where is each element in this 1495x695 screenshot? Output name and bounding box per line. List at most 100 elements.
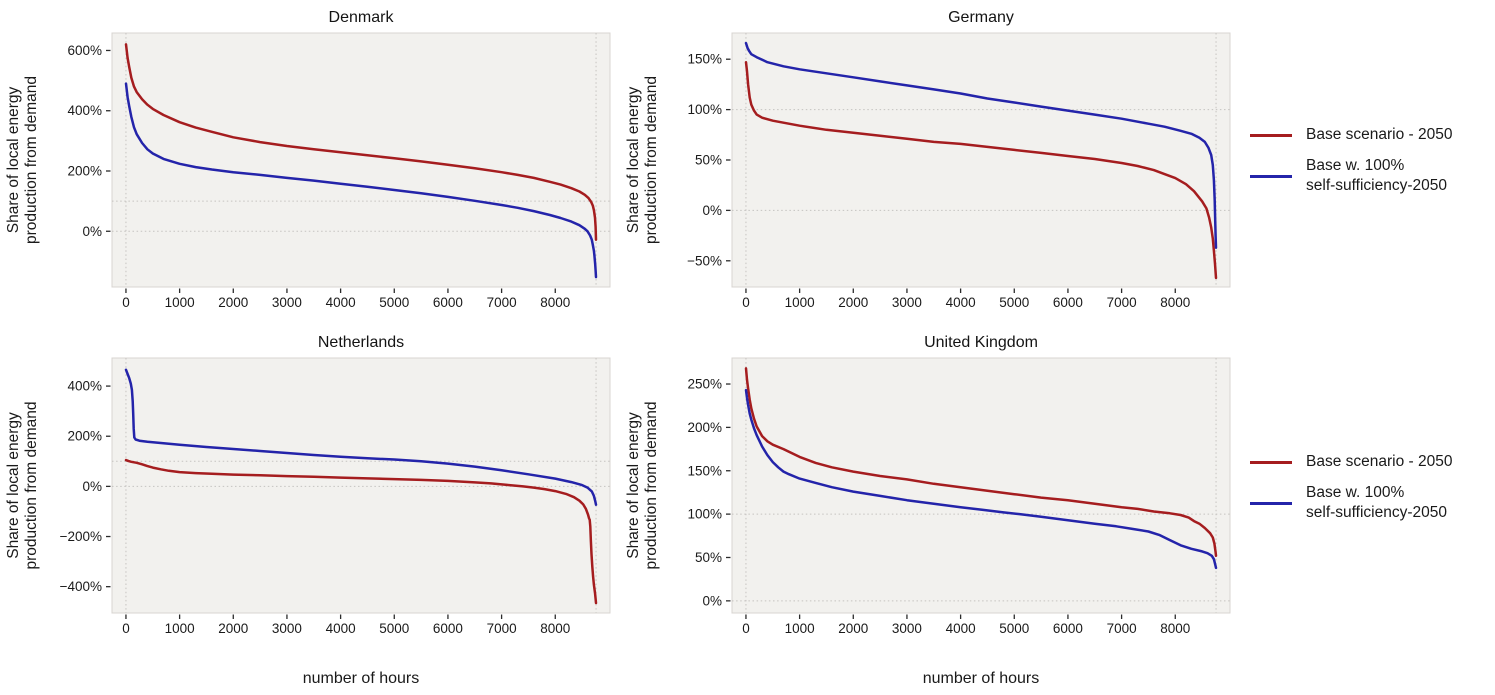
legend-line-blue-icon	[1250, 174, 1292, 178]
y-axis-tick-label: 250%	[687, 377, 722, 392]
legend-bottom: Base scenario - 2050 Base w. 100% self-s…	[1240, 330, 1495, 695]
x-axis-tick-label: 2000	[218, 295, 248, 310]
y-axis: 150% 100% 50% 0% −50%	[687, 52, 731, 268]
chart-netherlands: 0 1000 2000 3000 4000 5000 6000 7000 8000 400% 200…	[0, 330, 620, 695]
x-axis-tick-label: 6000	[1053, 621, 1083, 636]
legend-entry-base-scenario: Base scenario - 2050	[1250, 452, 1495, 472]
series-line-base-scenario-2050	[124, 43, 598, 241]
chart-svg-denmark: 0 1000 2000 3000 4000 5000 6000 7000 8000 600% 400…	[5, 9, 611, 310]
y-axis-tick-label: 150%	[687, 463, 722, 478]
x-axis-tick-label: 8000	[540, 295, 570, 310]
x-axis-tick-label: 2000	[838, 295, 868, 310]
y-axis-tick-label: 400%	[67, 379, 102, 394]
chart-svg-germany: 0 1000 2000 3000 4000 5000 6000 7000 8000 150% 100…	[625, 9, 1231, 310]
y-axis-tick-label: 200%	[67, 163, 102, 178]
chart-germany: 0 1000 2000 3000 4000 5000 6000 7000 8000 150% 100…	[620, 0, 1240, 330]
chart-svg-united-kingdom: 0 1000 2000 3000 4000 5000 6000 7000 8000 250% 200…	[625, 334, 1231, 687]
x-axis: 0 1000 2000 3000 4000 5000 6000 7000 8000	[742, 614, 1190, 636]
y-axis-tick-label: 150%	[687, 52, 722, 67]
x-axis-tick-label: 7000	[1107, 621, 1137, 636]
x-axis: 0 1000 2000 3000 4000 5000 6000 7000 8000	[122, 614, 570, 636]
y-axis: 600% 400% 200% 0%	[67, 43, 111, 239]
x-axis-tick-label: 3000	[892, 621, 922, 636]
x-axis-tick-label: 5000	[999, 295, 1029, 310]
x-axis-tick-label: 5000	[379, 621, 409, 636]
legend-label: Base w. 100% self-sufficiency-2050	[1306, 157, 1448, 194]
x-axis-tick-label: 4000	[946, 621, 976, 636]
y-axis-label: production from demand	[643, 401, 660, 569]
legend-label: Base scenario - 2050	[1306, 126, 1453, 143]
reference-gridlines	[732, 358, 1230, 613]
x-axis-tick-label: 7000	[487, 621, 517, 636]
y-axis-label: Share of local energy	[5, 412, 22, 559]
x-axis-tick-label: 7000	[487, 295, 517, 310]
x-axis-tick-label: 4000	[946, 295, 976, 310]
legend-entry-self-sufficiency: Base w. 100% self-sufficiency-2050	[1250, 156, 1495, 196]
x-axis-label: number of hours	[923, 670, 1040, 687]
chart-united-kingdom: 0 1000 2000 3000 4000 5000 6000 7000 8000 250% 200…	[620, 330, 1240, 695]
x-axis-tick-label: 8000	[1160, 621, 1190, 636]
x-axis-tick-label: 3000	[272, 295, 302, 310]
x-axis-tick-label: 6000	[1053, 295, 1083, 310]
y-axis-tick-label: 50%	[695, 153, 722, 168]
chart-denmark: 0 1000 2000 3000 4000 5000 6000 7000 8000 600% 400…	[0, 0, 620, 330]
panel-title: United Kingdom	[924, 334, 1038, 351]
series-line-base-scenario-2050	[744, 367, 1218, 558]
y-axis-tick-label: 0%	[82, 224, 102, 239]
x-axis-tick-label: 0	[742, 295, 750, 310]
series-line-base-w-100-self-sufficiency-2050	[124, 82, 598, 279]
panel-title: Denmark	[329, 9, 395, 26]
x-axis-tick-label: 2000	[838, 621, 868, 636]
y-axis-tick-label: 600%	[67, 43, 102, 58]
x-axis-tick-label: 5000	[999, 621, 1029, 636]
x-axis-tick-label: 2000	[218, 621, 248, 636]
y-axis-label: Share of local energy	[625, 87, 642, 234]
x-axis: 0 1000 2000 3000 4000 5000 6000 7000 8000	[742, 288, 1190, 310]
y-axis: 400% 200% 0% −200% −400%	[60, 379, 111, 594]
y-axis-tick-label: −400%	[60, 579, 102, 594]
legend-label: Base w. 100% self-sufficiency-2050	[1306, 484, 1448, 521]
y-axis-label: production from demand	[23, 401, 40, 569]
y-axis-label: production from demand	[23, 76, 40, 244]
x-axis-tick-label: 1000	[785, 295, 815, 310]
reference-gridlines	[112, 33, 610, 287]
x-axis-tick-label: 4000	[326, 295, 356, 310]
y-axis-tick-label: 100%	[687, 102, 722, 117]
x-axis: 0 1000 2000 3000 4000 5000 6000 7000 8000	[122, 288, 570, 310]
y-axis-tick-label: 0%	[702, 203, 722, 218]
x-axis-tick-label: 5000	[379, 295, 409, 310]
x-axis-tick-label: 8000	[1160, 295, 1190, 310]
x-axis-tick-label: 1000	[165, 295, 195, 310]
legend-entry-base-scenario: Base scenario - 2050	[1250, 125, 1495, 145]
x-axis-tick-label: 0	[122, 621, 130, 636]
series-line-base-w-100-self-sufficiency-2050	[744, 41, 1218, 249]
y-axis-tick-label: 0%	[702, 593, 722, 608]
reference-gridlines	[732, 33, 1230, 287]
y-axis-tick-label: −50%	[687, 253, 722, 268]
x-axis-tick-label: 7000	[1107, 295, 1137, 310]
x-axis-tick-label: 3000	[892, 295, 922, 310]
y-axis-label: production from demand	[643, 76, 660, 244]
y-axis-tick-label: −200%	[60, 529, 102, 544]
x-axis-tick-label: 6000	[433, 621, 463, 636]
panel-title: Germany	[948, 9, 1014, 26]
legend-line-red-icon	[1250, 460, 1292, 464]
y-axis: 250% 200% 150% 100% 50% 0%	[687, 377, 731, 608]
x-axis-tick-label: 0	[742, 621, 750, 636]
panel-background	[111, 32, 611, 288]
x-axis-label: number of hours	[303, 670, 420, 687]
legend-entry-self-sufficiency: Base w. 100% self-sufficiency-2050	[1250, 483, 1495, 523]
panel-background	[731, 357, 1231, 614]
legend-label: Base scenario - 2050	[1306, 453, 1453, 470]
series-line-base-scenario-2050	[744, 60, 1218, 280]
legend-line-blue-icon	[1250, 501, 1292, 505]
y-axis-tick-label: 100%	[687, 507, 722, 522]
panel-background	[111, 357, 611, 614]
chart-svg-netherlands: 0 1000 2000 3000 4000 5000 6000 7000 8000 400% 200…	[5, 334, 611, 687]
y-axis-tick-label: 50%	[695, 550, 722, 565]
x-axis-tick-label: 4000	[326, 621, 356, 636]
y-axis-tick-label: 200%	[67, 429, 102, 444]
panel-background	[731, 32, 1231, 288]
y-axis-label: Share of local energy	[625, 412, 642, 559]
